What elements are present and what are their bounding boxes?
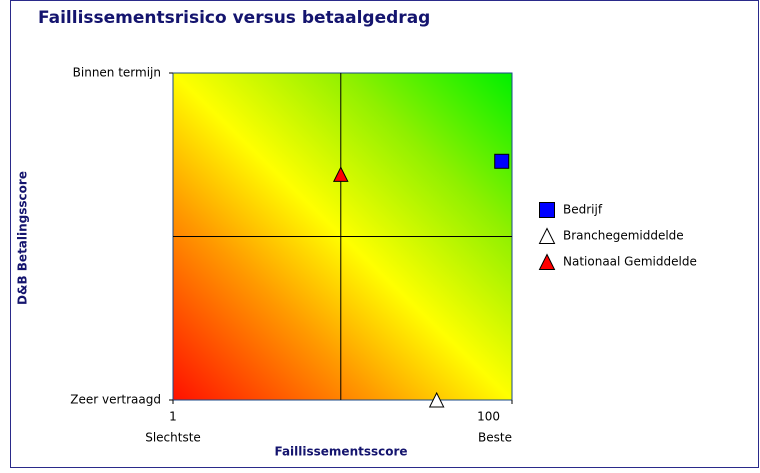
x-tick-label: 1 [169, 410, 177, 424]
legend-marker [538, 227, 556, 244]
y-tick-label: Binnen termijn [73, 66, 161, 80]
legend-label: Branchegemiddelde [563, 229, 684, 243]
y-tick-label: Zeer vertraagd [70, 393, 161, 407]
legend-label: Nationaal Gemiddelde [563, 255, 697, 269]
x-tick-label: 100 [477, 410, 500, 424]
y-axis-label: D&B Betalingsscore [16, 171, 30, 305]
legend-marker [539, 202, 555, 218]
frame [10, 0, 759, 468]
legend-label: Bedrijf [563, 203, 603, 217]
x-tick-sublabel: Slechtste [145, 431, 201, 445]
legend-marker [538, 253, 556, 270]
x-axis-label: Faillissementsscore [274, 445, 407, 459]
point [428, 391, 445, 408]
chart-title: Faillissementsrisico versus betaalgedrag [38, 8, 430, 28]
point [332, 166, 349, 182]
x-tick-sublabel: Beste [478, 431, 512, 445]
point [494, 153, 510, 169]
